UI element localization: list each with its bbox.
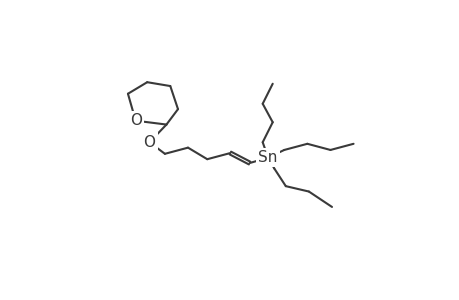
Text: O: O [129, 113, 141, 128]
Text: O: O [143, 135, 155, 150]
Text: Sn: Sn [258, 150, 277, 165]
